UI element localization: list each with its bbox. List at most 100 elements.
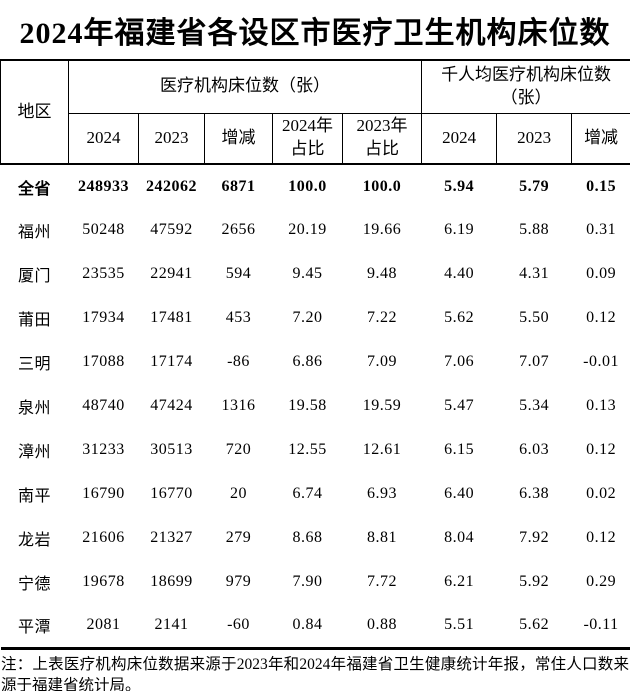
subheader-per-thousand-change: 增减 [571,112,630,165]
table-row: 南平 16790 16770 20 6.74 6.93 6.40 6.38 0.02 [1,472,630,516]
value-cell: 0.12 [586,441,617,458]
value-cell: 7.22 [367,309,398,326]
table-row: 平潭 2081 2141 -60 0.84 0.88 5.51 5.62 -0.11 [1,604,630,648]
value-cell: -60 [227,616,250,634]
value-cell: -86 [227,353,250,370]
region-cell: 平潭 [17,619,51,637]
value-cell: 0.84 [292,616,323,634]
table-header: 地区 医疗机构床位数（张） 千人均医疗机构床位数 （张） 2024 2023 增… [0,59,630,165]
value-cell: 17934 [82,309,125,326]
value-cell: 5.34 [519,397,550,414]
value-cell: 0.12 [586,529,617,546]
value-cell: 18699 [150,573,193,590]
value-cell: 8.81 [367,529,398,546]
value-cell: 453 [225,309,252,326]
value-cell: 4.40 [444,265,475,282]
value-cell: 7.72 [367,573,398,590]
value-cell: 8.68 [292,529,323,546]
value-cell: 2656 [221,221,256,238]
value-cell: 0.13 [586,397,617,414]
value-cell: 9.48 [367,265,398,282]
value-cell: 0.12 [586,309,617,326]
value-cell: 20 [230,485,247,502]
value-cell: 21606 [82,529,125,546]
table-row: 莆田 17934 17481 453 7.20 7.22 5.62 5.50 0.12 [1,296,630,340]
value-cell: 22941 [150,265,193,282]
value-cell: 0.88 [367,616,398,634]
value-cell: 31233 [82,441,125,458]
subheader-per-thousand-2024: 2024 [421,112,498,165]
value-cell: 5.50 [519,309,550,326]
value-cell: 7.07 [519,353,550,370]
value-cell: 6.21 [444,573,475,590]
value-cell: 12.55 [288,441,327,458]
table-row: 泉州 48740 47424 1316 19.58 19.59 5.47 5.34 0.13 [1,384,630,428]
value-cell: 1316 [221,397,256,414]
value-cell: 9.45 [292,265,323,282]
value-cell: 6.74 [292,485,323,502]
region-cell: 漳州 [17,444,51,461]
value-cell: 30513 [150,441,193,458]
column-header-region: 地区 [0,59,69,165]
bed-count-table: 地区 医疗机构床位数（张） 千人均医疗机构床位数 （张） 2024 2023 增… [0,59,630,650]
value-cell: 5.62 [519,616,550,634]
value-cell: 100.0 [288,177,327,195]
value-cell: 17088 [82,353,125,370]
header-sub-row: 2024 2023 增减 2024年 占比 2023年 占比 2024 2023… [1,112,630,165]
value-cell: 5.88 [519,221,550,238]
value-cell: 7.90 [292,573,323,590]
value-cell: 6.03 [519,441,550,458]
value-cell: 0.29 [586,573,617,590]
region-cell: 全省 [17,180,51,198]
region-cell: 三明 [17,356,51,373]
table-row: 宁德 19678 18699 979 7.90 7.72 6.21 5.92 0.29 [1,560,630,604]
value-cell: 16790 [82,485,125,502]
value-cell: 0.31 [586,221,617,238]
value-cell: 720 [225,441,252,458]
value-cell: 16770 [150,485,193,502]
subheader-share-2023: 2023年 占比 [341,112,423,165]
value-cell: 6.40 [444,485,475,502]
table-row: 三明 17088 17174 -86 6.86 7.09 7.06 7.07 -0.01 [1,340,630,384]
column-group-beds-per-thousand: 千人均医疗机构床位数 （张） [421,59,630,114]
value-cell: 50248 [82,221,125,238]
region-cell: 宁德 [17,576,51,593]
value-cell: 7.20 [292,309,323,326]
region-cell: 南平 [17,488,51,505]
value-cell: 17481 [150,309,193,326]
subheader-per-thousand-2023: 2023 [496,112,573,165]
value-cell: 6.15 [444,441,475,458]
value-cell: 7.09 [367,353,398,370]
value-cell: 6.38 [519,485,550,502]
value-cell: 6871 [221,177,256,195]
header-group-row: 地区 医疗机构床位数（张） 千人均医疗机构床位数 （张） [0,59,630,165]
value-cell: 594 [225,265,252,282]
table-row: 全省 248933 242062 6871 100.0 100.0 5.94 5.79 0.15 [1,164,630,208]
value-cell: 21327 [150,529,193,546]
value-cell: 4.31 [519,265,550,282]
value-cell: 19.59 [362,397,402,414]
value-cell: 2141 [154,616,189,634]
table-row: 龙岩 21606 21327 279 8.68 8.81 8.04 7.92 0.12 [1,516,630,560]
table-body: 全省 248933 242062 6871 100.0 100.0 5.94 5.79 0.15… [1,164,630,648]
table-row: 厦门 23535 22941 594 9.45 9.48 4.40 4.31 0.09 [1,252,630,296]
value-cell: 248933 [78,177,129,195]
footnote: 注：上表医疗机构床位数据来源于2023年和2024年福建省卫生健康统计年报，常住… [1,655,629,691]
value-cell: 47592 [150,221,193,238]
value-cell: 7.92 [519,529,550,546]
region-cell: 福州 [17,224,51,241]
value-cell: 5.62 [444,309,475,326]
region-cell: 厦门 [17,268,51,285]
value-cell: 12.61 [362,441,402,458]
subheader-beds-change: 增减 [204,112,273,165]
value-cell: 5.51 [444,616,475,634]
value-cell: 20.19 [288,221,327,238]
value-cell: 23535 [82,265,125,282]
value-cell: 47424 [150,397,193,414]
value-cell: 0.15 [586,177,617,195]
region-cell: 莆田 [17,312,51,329]
value-cell: 5.47 [444,397,475,414]
table-row: 漳州 31233 30513 720 12.55 12.61 6.15 6.03 0.12 [1,428,630,472]
region-cell: 泉州 [17,400,51,417]
